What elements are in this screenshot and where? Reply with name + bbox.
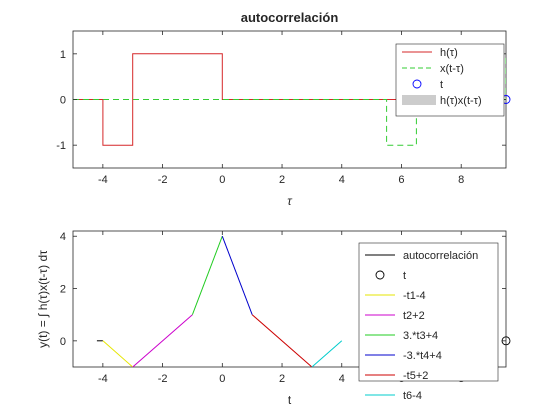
y-tick-label: 0 xyxy=(60,95,66,107)
legend-marker xyxy=(412,79,422,89)
data-point-marker xyxy=(501,336,511,346)
legend: h(τ)x(t-τ)th(τ)x(t-τ) xyxy=(395,43,505,117)
x-tick-label: -4 xyxy=(98,373,108,385)
x-tick-label: -2 xyxy=(158,174,168,186)
x-axis-label: τ xyxy=(287,194,293,208)
chart-1: -4 -2 0 2 4 6 8-101autocorrelaciónτh(τ)x(t-τ)t… xyxy=(56,10,511,208)
x-tick-label: -4 xyxy=(98,174,108,186)
y-tick-label: 2 xyxy=(60,284,66,296)
legend-label: autocorrelación xyxy=(403,250,478,262)
legend-label: 3.*t3+4 xyxy=(403,330,438,342)
x-tick-label: 0 xyxy=(219,373,225,385)
chart-title: autocorrelación xyxy=(241,10,339,25)
series-line xyxy=(73,53,506,146)
legend-label: t6-4 xyxy=(403,390,422,402)
x-tick-label: 8 xyxy=(458,174,464,186)
x-axis-label: t xyxy=(288,393,292,407)
legend-label: -3.*t4+4 xyxy=(403,350,442,362)
legend-label: x(t-τ) xyxy=(440,63,464,75)
plot-area xyxy=(73,53,506,146)
x-tick-label: 2 xyxy=(279,174,285,186)
legend-label: -t5+2 xyxy=(403,370,428,382)
legend-label: t xyxy=(403,270,406,282)
x-tick-label: 4 xyxy=(339,373,345,385)
series-line xyxy=(132,314,193,367)
legend-label: -t1-4 xyxy=(403,290,426,302)
series-line xyxy=(251,314,313,367)
y-tick-label: 0 xyxy=(60,336,66,348)
y-tick-label: -1 xyxy=(56,140,66,152)
legend-swatch xyxy=(402,95,436,105)
legend-label: h(τ) xyxy=(440,47,458,59)
x-tick-label: 2 xyxy=(279,373,285,385)
legend-marker xyxy=(375,270,385,280)
x-tick-label: 0 xyxy=(219,174,225,186)
legend-box xyxy=(395,43,505,117)
series-line xyxy=(311,340,343,367)
plot-area xyxy=(96,236,343,367)
x-tick-label: 6 xyxy=(398,174,404,186)
series-line xyxy=(191,236,223,315)
series-line xyxy=(221,236,253,315)
y-axis-label: y(t) = ∫ h(τ)x(t-τ) dτ xyxy=(36,250,50,348)
legend: autocorrelación t -t1-4 t2+2 3.*t3+4 -3.*t4+4… xyxy=(358,242,499,402)
series-line xyxy=(102,340,134,367)
x-tick-label: -2 xyxy=(158,373,168,385)
legend-label: t xyxy=(440,79,443,91)
y-tick-label: 1 xyxy=(60,49,66,61)
series-line xyxy=(73,53,506,146)
x-tick-label: 4 xyxy=(339,174,345,186)
chart-2: -4-202468024ty(t) = ∫ h(τ)x(t-τ) dτautoc… xyxy=(36,230,511,407)
y-tick-label: 4 xyxy=(60,231,66,243)
legend-label: h(τ)x(t-τ) xyxy=(440,95,482,107)
legend-box xyxy=(358,242,499,382)
legend-label: t2+2 xyxy=(403,310,425,322)
